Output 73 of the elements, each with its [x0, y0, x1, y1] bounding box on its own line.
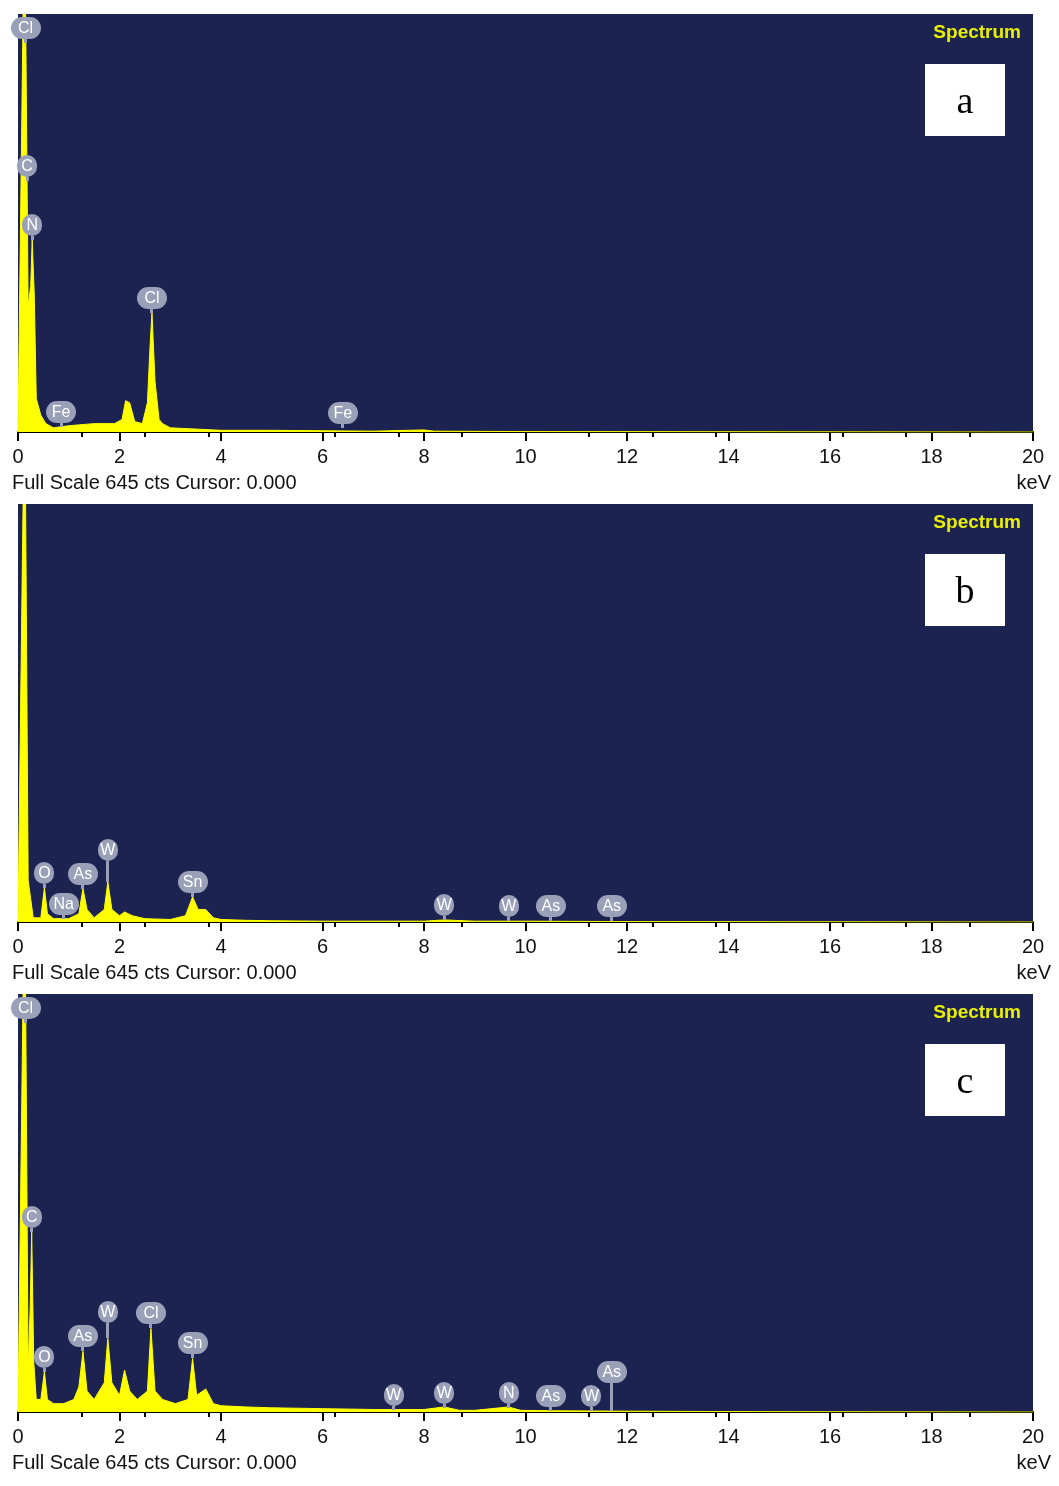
x-tick-label: 18 [920, 935, 943, 957]
x-tick-label: 6 [316, 1425, 329, 1447]
annotation: W [383, 1383, 404, 1406]
annotation: C [17, 155, 38, 178]
text: Full Scale 645 cts Cursor: 0.000 [12, 1451, 297, 1473]
annotation: Cl [10, 997, 41, 1020]
annotation: Spectrum [933, 511, 1022, 532]
annotation: Na [48, 892, 79, 915]
annotation: Cl [10, 17, 41, 40]
annotation: W [434, 893, 455, 916]
annotation: W [97, 838, 118, 861]
annotation: b [955, 569, 975, 611]
x-tick-label: 10 [514, 445, 537, 467]
annotation: W [434, 1381, 455, 1404]
annotation: As [596, 895, 627, 918]
x-tick-label: 20 [1021, 445, 1045, 467]
annotation: Sn [177, 870, 208, 893]
x-tick-label: 2 [113, 445, 126, 467]
x-tick-label: 8 [418, 935, 430, 957]
annotation: Fe [46, 400, 77, 423]
x-tick-label: 10 [514, 1425, 537, 1447]
x-tick-label: 14 [717, 1425, 740, 1447]
x-tick-label: 10 [514, 935, 537, 957]
x-tick-label: 18 [920, 445, 943, 467]
x-tick-label: 4 [215, 1425, 227, 1447]
annotation: W [97, 1301, 118, 1324]
annotation: Cl [136, 286, 167, 309]
x-tick-label: 0 [12, 935, 24, 957]
annotation: W [498, 894, 519, 917]
x-tick-label: 6 [316, 445, 329, 467]
annotation: As [535, 1384, 566, 1407]
x-tick-label: 16 [818, 1425, 842, 1447]
annotation: W [581, 1384, 602, 1407]
annotation: Sn [177, 1332, 208, 1355]
x-tick-label: 2 [113, 935, 126, 957]
annotation: As [67, 1325, 98, 1348]
x-tick-label: 18 [920, 1425, 943, 1447]
text: Full Scale 645 cts Cursor: 0.000 [12, 471, 297, 493]
annotation: As [596, 1360, 627, 1383]
annotation: O [34, 1345, 55, 1368]
x-axis-title: keV [1016, 961, 1052, 983]
x-tick-label: 14 [717, 445, 740, 467]
annotation: a [956, 79, 974, 121]
x-axis-title: keV [1016, 1451, 1052, 1473]
x-tick-label: 6 [316, 935, 329, 957]
x-tick-label: 0 [12, 1425, 24, 1447]
text: Full Scale 645 cts Cursor: 0.000 [12, 961, 297, 983]
annotation: As [535, 895, 566, 918]
annotation: N [22, 213, 43, 236]
x-tick-label: 2 [113, 1425, 126, 1447]
x-tick-label: 8 [418, 445, 430, 467]
x-tick-label: 20 [1021, 935, 1045, 957]
x-tick-label: 8 [418, 1425, 430, 1447]
annotation: c [956, 1059, 974, 1101]
x-tick-label: 0 [12, 445, 24, 467]
x-tick-label: 4 [215, 445, 227, 467]
x-tick-label: 14 [717, 935, 740, 957]
x-tick-label: 20 [1021, 1425, 1045, 1447]
annotation: Fe [327, 401, 358, 424]
annotation: As [67, 862, 98, 885]
x-tick-label: 16 [818, 935, 842, 957]
annotation: Spectrum [933, 1001, 1022, 1022]
annotation: O [34, 861, 55, 884]
x-tick-label: 12 [615, 1425, 639, 1447]
annotation: N [498, 1381, 519, 1404]
annotation: Spectrum [933, 21, 1022, 42]
x-tick-label: 12 [615, 445, 639, 467]
annotation: Cl [135, 1302, 166, 1325]
x-tick-label: 12 [615, 935, 639, 957]
annotation: C [21, 1206, 42, 1229]
x-tick-label: 4 [215, 935, 227, 957]
x-axis-title: keV [1016, 471, 1052, 493]
x-tick-label: 16 [818, 445, 842, 467]
